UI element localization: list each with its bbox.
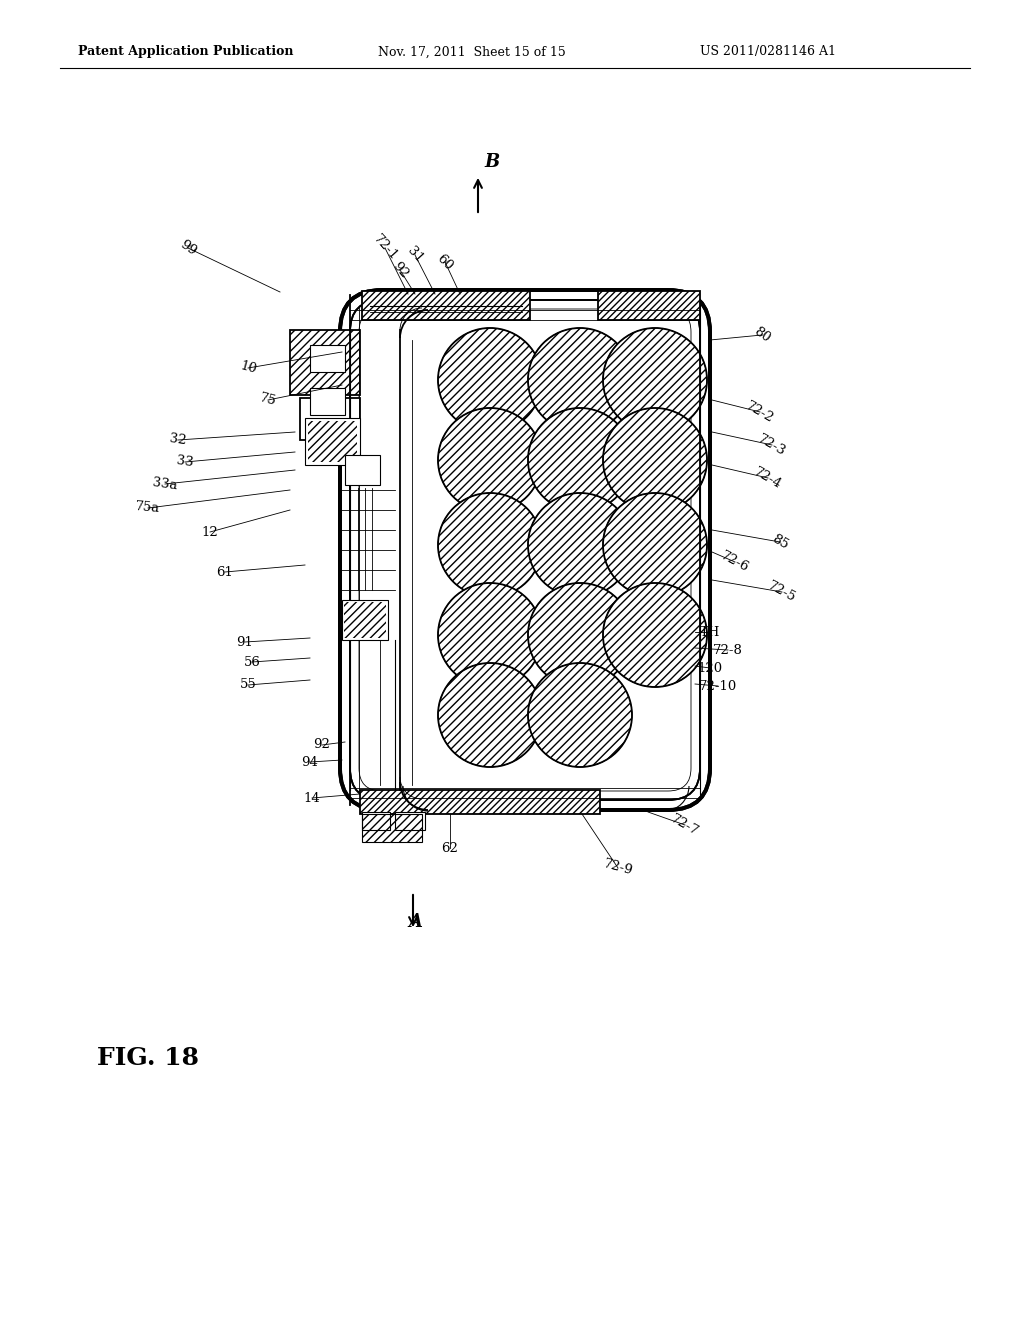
Circle shape xyxy=(438,492,542,597)
Bar xyxy=(362,812,390,830)
Bar xyxy=(305,418,360,465)
Text: 72-10: 72-10 xyxy=(698,680,737,693)
Bar xyxy=(360,789,600,814)
Text: Nov. 17, 2011  Sheet 15 of 15: Nov. 17, 2011 Sheet 15 of 15 xyxy=(378,45,565,58)
Circle shape xyxy=(438,663,542,767)
Bar xyxy=(344,602,386,638)
Text: 92: 92 xyxy=(389,259,411,281)
Circle shape xyxy=(528,327,632,432)
Text: 72-2: 72-2 xyxy=(743,399,776,425)
Text: 85: 85 xyxy=(769,532,791,552)
Text: 33: 33 xyxy=(176,454,195,470)
FancyBboxPatch shape xyxy=(350,300,700,800)
Circle shape xyxy=(603,583,707,686)
Circle shape xyxy=(438,327,542,432)
Circle shape xyxy=(528,663,632,767)
Bar xyxy=(310,388,345,414)
Bar xyxy=(345,455,380,484)
Text: 91: 91 xyxy=(237,635,253,648)
Text: 31: 31 xyxy=(404,244,426,265)
Bar xyxy=(362,814,422,842)
Text: 14: 14 xyxy=(304,792,321,804)
Text: 72-3: 72-3 xyxy=(756,432,788,458)
Circle shape xyxy=(603,327,707,432)
Text: 12: 12 xyxy=(202,525,218,539)
Bar xyxy=(290,330,360,395)
Text: 94: 94 xyxy=(301,755,318,768)
Text: 72-4: 72-4 xyxy=(752,465,784,491)
FancyBboxPatch shape xyxy=(359,309,691,791)
Text: 55: 55 xyxy=(240,678,256,692)
Circle shape xyxy=(438,408,542,512)
Text: 120: 120 xyxy=(697,661,723,675)
Text: 32: 32 xyxy=(169,433,187,447)
Text: 75a: 75a xyxy=(135,500,161,516)
Bar xyxy=(362,290,530,319)
Circle shape xyxy=(603,492,707,597)
Text: 72-8: 72-8 xyxy=(713,644,743,656)
Text: 10: 10 xyxy=(239,359,258,376)
Bar xyxy=(395,812,425,830)
Text: 99: 99 xyxy=(177,238,199,259)
Text: 72-7: 72-7 xyxy=(669,812,701,838)
Text: 62: 62 xyxy=(441,842,459,854)
Text: 61: 61 xyxy=(216,565,233,578)
Bar xyxy=(362,290,530,319)
Text: TH: TH xyxy=(699,626,720,639)
Bar xyxy=(360,789,600,814)
Text: Patent Application Publication: Patent Application Publication xyxy=(78,45,294,58)
Bar xyxy=(308,421,357,462)
Bar xyxy=(290,330,360,395)
Bar xyxy=(342,601,388,640)
Text: 92: 92 xyxy=(313,738,331,751)
Text: FIG. 18: FIG. 18 xyxy=(97,1045,199,1071)
Bar xyxy=(598,290,700,319)
Text: 72-1: 72-1 xyxy=(370,232,399,264)
Text: 72-5: 72-5 xyxy=(766,579,799,605)
Text: 75: 75 xyxy=(258,392,278,408)
Text: 72-6: 72-6 xyxy=(719,549,752,574)
Bar xyxy=(310,345,345,372)
Circle shape xyxy=(603,408,707,512)
Bar xyxy=(300,399,360,440)
Circle shape xyxy=(438,583,542,686)
Text: B: B xyxy=(484,153,500,172)
Bar xyxy=(598,290,700,319)
Circle shape xyxy=(528,492,632,597)
Text: 80: 80 xyxy=(752,325,772,345)
Circle shape xyxy=(528,583,632,686)
Text: 56: 56 xyxy=(244,656,260,668)
Text: A: A xyxy=(408,913,422,931)
Text: US 2011/0281146 A1: US 2011/0281146 A1 xyxy=(700,45,836,58)
Circle shape xyxy=(528,408,632,512)
Text: 33a: 33a xyxy=(152,475,178,492)
FancyBboxPatch shape xyxy=(340,290,710,810)
Text: 72-9: 72-9 xyxy=(602,858,634,878)
Text: 60: 60 xyxy=(434,251,456,272)
